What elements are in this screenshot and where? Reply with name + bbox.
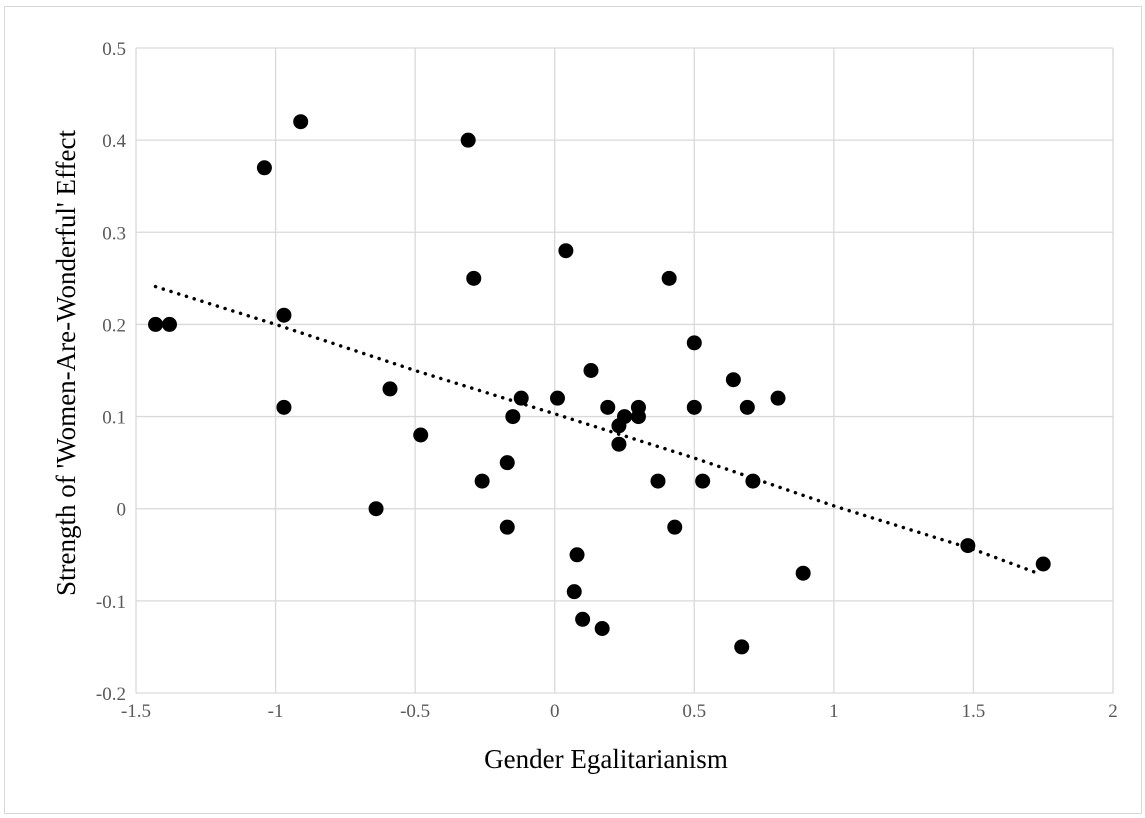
data-point [1035, 556, 1051, 572]
x-axis-title: Gender Egalitarianism [484, 744, 728, 774]
data-point [148, 316, 164, 332]
data-point [460, 132, 476, 148]
y-axis-title: Strength of 'Women-Are-Wonderful' Effect [51, 130, 81, 596]
y-tick-label: 0.4 [102, 131, 126, 152]
y-tick-label: 0 [117, 500, 127, 521]
data-point [630, 409, 646, 425]
data-point [725, 372, 741, 388]
y-tick-labels: -0.2 -0.1 0 0.1 0.2 0.3 0.4 0.5 [96, 39, 127, 705]
x-tick-label: 2 [1108, 701, 1118, 722]
x-tick-labels: -1.5 -1 -0.5 0 0.5 1 1.5 2 [121, 701, 1118, 722]
y-tick-label: 0.1 [102, 408, 126, 429]
data-point [276, 399, 292, 415]
y-tick-label: 0.3 [102, 223, 126, 244]
data-point [474, 473, 490, 489]
data-point [293, 114, 309, 130]
data-point [413, 427, 429, 443]
x-tick-label: -0.5 [400, 701, 430, 722]
scatter-chart: -0.2 -0.1 0 0.1 0.2 0.3 0.4 0.5 -1.5 -1 -0.5 0 0.5 1… [51, 39, 1118, 774]
x-tick-label: -1 [268, 701, 284, 722]
data-point [770, 390, 786, 406]
data-point [661, 270, 677, 286]
data-point [558, 243, 574, 259]
y-tick-label: 0.5 [102, 39, 126, 60]
data-point [499, 519, 515, 535]
data-point [575, 611, 591, 627]
data-point [667, 519, 683, 535]
gridlines [135, 47, 1114, 694]
data-points [148, 114, 1051, 655]
trendline [153, 284, 1040, 575]
data-point [686, 335, 702, 351]
data-point [686, 399, 702, 415]
data-point [734, 639, 750, 655]
y-tick-label: 0.2 [102, 315, 126, 336]
data-point [566, 584, 582, 600]
x-tick-label: 1 [829, 701, 839, 722]
data-point [795, 565, 811, 581]
data-point [161, 316, 177, 332]
data-point [368, 501, 384, 517]
x-tick-label: 0.5 [682, 701, 706, 722]
data-point [583, 363, 599, 378]
y-tick-label: -0.1 [96, 592, 126, 613]
data-point [466, 270, 482, 286]
data-point [960, 538, 976, 554]
data-point [276, 307, 292, 323]
data-point [617, 409, 632, 425]
data-point [550, 390, 566, 406]
x-tick-label: -1.5 [121, 701, 151, 722]
data-point [382, 381, 398, 397]
data-point [513, 390, 529, 406]
data-point [611, 436, 627, 452]
data-point [739, 399, 755, 415]
chart-frame: -0.2 -0.1 0 0.1 0.2 0.3 0.4 0.5 -1.5 -1 -0.5 0 0.5 1… [4, 6, 1142, 814]
x-tick-label: 1.5 [962, 701, 986, 722]
data-point [499, 455, 515, 471]
data-point [650, 473, 666, 489]
data-point [594, 621, 610, 636]
data-point [600, 399, 616, 415]
y-tick-label: -0.2 [96, 684, 126, 705]
data-point [695, 473, 711, 489]
data-point [256, 160, 272, 176]
data-point [505, 409, 521, 425]
x-tick-label: 0 [550, 701, 560, 722]
data-point [745, 473, 761, 489]
data-point [569, 547, 585, 563]
